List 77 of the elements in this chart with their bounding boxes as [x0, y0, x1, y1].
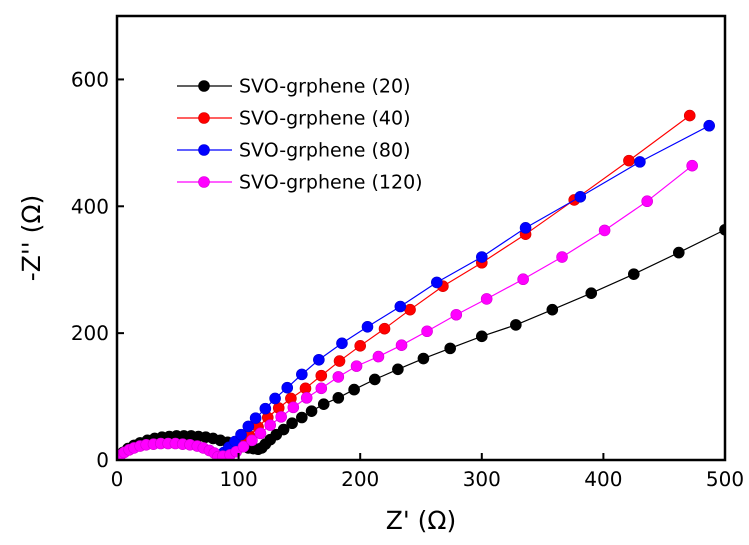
x-tick-label: 0 — [110, 467, 124, 491]
point — [641, 195, 653, 208]
point — [394, 300, 406, 312]
y-tick-label: 600 — [70, 67, 109, 92]
point — [556, 251, 568, 263]
point — [313, 354, 325, 366]
point — [315, 370, 328, 382]
x-tick-label: 300 — [462, 467, 501, 491]
point — [336, 337, 348, 350]
point — [318, 398, 330, 410]
point — [574, 190, 586, 203]
point — [315, 382, 328, 394]
x-tick-label: 400 — [584, 467, 622, 491]
point — [278, 424, 290, 436]
x-axis-title: Z' (Ω) — [386, 506, 456, 535]
point — [334, 355, 346, 367]
point — [306, 405, 318, 417]
point — [254, 428, 266, 440]
point — [260, 402, 272, 414]
point — [480, 293, 492, 305]
legend-label: SVO-grphene (20) — [239, 76, 411, 98]
point — [510, 319, 522, 331]
point — [418, 352, 430, 364]
point — [392, 363, 404, 376]
legend-label: SVO-grphene (80) — [239, 140, 411, 162]
legend-label: SVO-grphene (40) — [239, 108, 411, 130]
point — [431, 276, 443, 288]
y-tick-label: 0 — [96, 448, 109, 472]
point — [623, 154, 635, 166]
point — [332, 392, 344, 404]
y-axis-title: -Z'' (Ω) — [17, 194, 46, 282]
x-tick-label: 200 — [341, 467, 380, 491]
point — [286, 417, 298, 430]
point — [300, 392, 312, 404]
point — [296, 412, 308, 424]
point — [396, 339, 408, 351]
point — [235, 428, 247, 440]
y-tick-label: 400 — [70, 194, 109, 218]
point — [332, 371, 344, 383]
point — [444, 342, 456, 354]
x-tick-label: 500 — [706, 467, 744, 491]
point — [368, 374, 381, 386]
point — [476, 251, 488, 263]
point — [275, 411, 287, 423]
point — [546, 304, 558, 316]
point — [250, 412, 262, 424]
point — [598, 224, 610, 236]
point — [246, 434, 258, 446]
point — [585, 287, 598, 299]
point — [520, 222, 532, 234]
point — [350, 360, 362, 372]
point — [421, 325, 433, 338]
point — [628, 268, 640, 280]
point — [242, 420, 254, 432]
point — [269, 392, 281, 404]
point — [686, 160, 698, 172]
point — [672, 246, 685, 258]
point — [450, 308, 462, 321]
point — [703, 120, 715, 132]
point — [348, 384, 360, 396]
point — [476, 330, 488, 342]
point — [684, 110, 696, 122]
point — [362, 321, 374, 333]
point — [378, 322, 390, 335]
point — [354, 340, 366, 352]
point — [288, 402, 300, 414]
point — [517, 273, 529, 286]
point — [300, 382, 312, 394]
legend-label: SVO-grphene (120) — [239, 172, 423, 194]
point — [281, 382, 294, 394]
y-tick-label: 200 — [70, 321, 109, 346]
point — [404, 304, 416, 316]
x-tick-label: 100 — [220, 467, 258, 491]
point — [296, 368, 308, 380]
point — [634, 156, 646, 168]
point — [264, 419, 276, 431]
point — [372, 350, 384, 362]
